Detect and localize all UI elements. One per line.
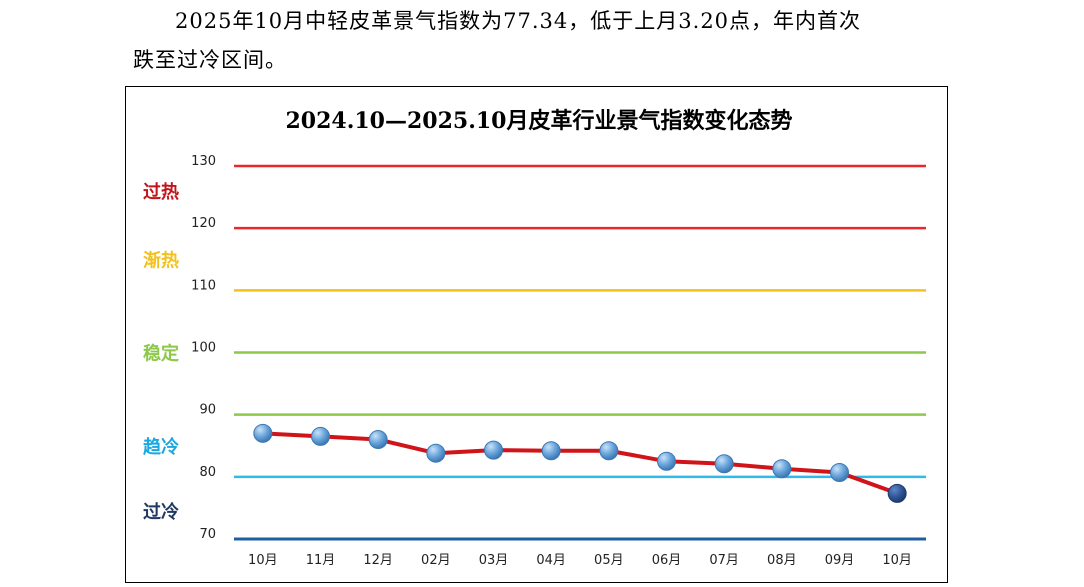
data-point <box>311 426 330 446</box>
data-point <box>657 451 676 471</box>
x-tick-label: 09月 <box>825 553 855 568</box>
zone-label: 过冷 <box>143 501 179 523</box>
data-point <box>772 459 792 479</box>
x-tick-label: 06月 <box>652 553 682 568</box>
x-tick-label: 10月 <box>248 553 278 568</box>
paragraph-line-2: 跌至过冷区间。 <box>133 48 287 72</box>
zone-label: 稳定 <box>143 343 179 365</box>
series-line <box>262 431 898 496</box>
x-tick-label: 04月 <box>536 553 566 568</box>
data-point <box>599 441 619 461</box>
x-tick-label: 12月 <box>363 553 393 568</box>
chart-frame: 2024.10—2025.10月皮革行业景气指数变化态势 70 80 90 100 11… <box>125 86 948 583</box>
zone-label: 渐热 <box>143 249 179 271</box>
paragraph-line-1: 2025年10月中轻皮革景气指数为77.34，低于上月3.20点，年内首次 <box>175 9 862 33</box>
zone-label: 趋冷 <box>143 436 179 458</box>
x-tick-label: 08月 <box>767 553 797 568</box>
y-tick-label: 90 <box>199 403 216 418</box>
x-tick-label: 02月 <box>421 553 451 568</box>
y-tick-label: 120 <box>191 216 216 231</box>
data-point <box>484 440 503 460</box>
y-tick-label: 80 <box>199 465 216 480</box>
x-tick-label: 03月 <box>479 553 509 568</box>
x-tick-label: 07月 <box>709 553 739 568</box>
y-tick-label: 110 <box>191 278 216 293</box>
x-tick-label: 05月 <box>594 553 624 568</box>
data-point <box>541 441 561 461</box>
data-point <box>426 443 446 463</box>
zone-label: 过热 <box>143 181 179 203</box>
data-point <box>830 462 849 482</box>
y-tick-label: 100 <box>191 341 216 356</box>
x-tick-label: 10月 <box>882 553 912 568</box>
data-point <box>253 423 273 443</box>
y-tick-label: 130 <box>191 154 216 169</box>
paragraph: 2025年10月中轻皮革景气指数为77.34，低于上月3.20点，年内首次 跌至… <box>133 0 963 80</box>
x-tick-label: 11月 <box>306 553 336 568</box>
chart-title: 2024.10—2025.10月皮革行业景气指数变化态势 <box>285 108 792 134</box>
chart: 2024.10—2025.10月皮革行业景气指数变化态势 70 80 90 100 11… <box>143 108 926 568</box>
y-tick-label: 70 <box>199 527 216 542</box>
data-point <box>714 454 734 474</box>
data-point <box>368 430 388 450</box>
data-point <box>887 483 907 503</box>
